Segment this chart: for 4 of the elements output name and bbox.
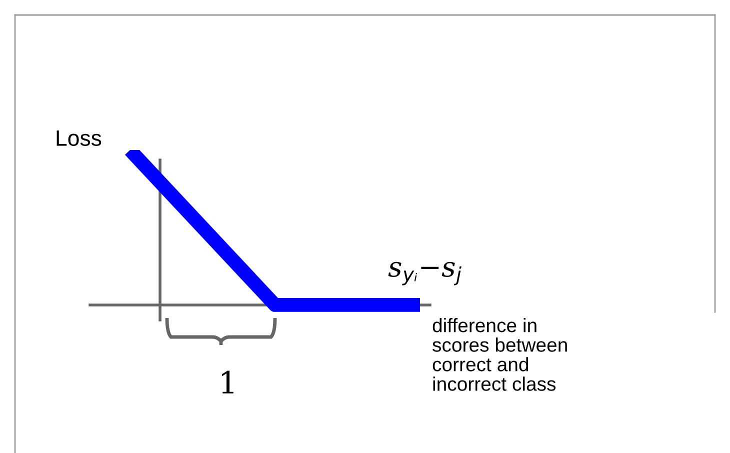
text: difference in scores between correct and incorrect class [432, 318, 567, 391]
x-axis-title: s$_{yᵢ}$−s$_{j}$ [388, 262, 462, 286]
text: 1 [222, 370, 234, 394]
y-axis-title: Loss [56, 130, 102, 146]
